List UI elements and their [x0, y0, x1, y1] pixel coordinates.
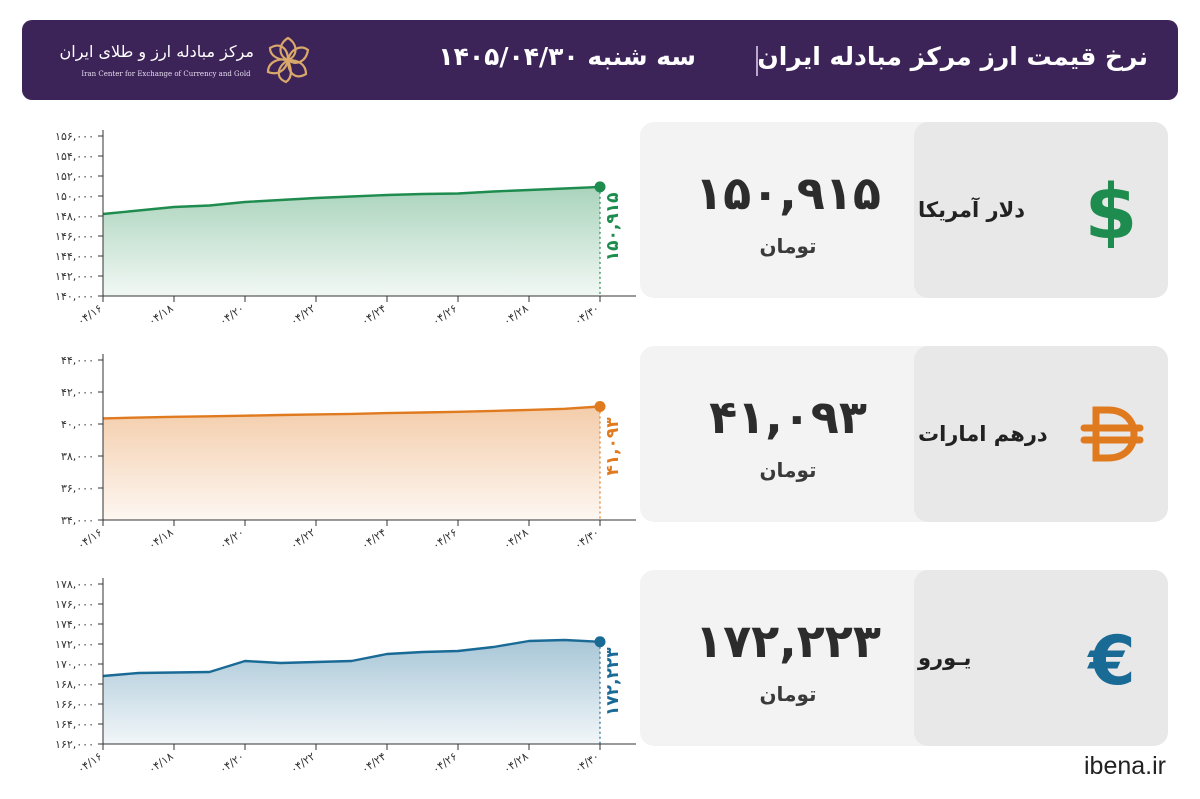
eur-name: یـورو [918, 646, 972, 670]
aed-y-tick-label: ۳۸,۰۰۰ [61, 450, 94, 463]
eur-y-tick-label: ۱۷۰,۰۰۰ [55, 658, 94, 671]
eur-y-tick-label: ۱۶۲,۰۰۰ [55, 738, 94, 751]
eur-x-tick-label: ۰۴/۲۶ [430, 750, 460, 776]
usd-value: ۱۵۰,۹۱۵ [695, 166, 881, 220]
eur-value: ۱۷۲,۲۲۳ [695, 614, 881, 668]
logo-english-text: Iran Center for Exchange of Currency and… [81, 70, 251, 78]
usd-card: $ دلار آمریکا ۱۵۰,۹۱۵ تومان [640, 122, 1168, 298]
usd-x-tick-label: ۰۴/۲۶ [430, 302, 460, 328]
usd-y-tick-label: ۱۵۲,۰۰۰ [55, 170, 94, 183]
header-separator [756, 46, 758, 76]
eur-x-tick-label: ۰۴/۱۸ [146, 750, 176, 776]
usd-y-tick-label: ۱۴۰,۰۰۰ [55, 290, 94, 303]
eur-card: € یـورو ۱۷۲,۲۲۳ تومان [640, 570, 1168, 746]
svg-text:$: $ [1085, 172, 1138, 248]
aed-y-tick-label: ۴۴,۰۰۰ [61, 354, 94, 367]
aed-x-tick-label: ۰۴/۳۰ [572, 526, 602, 552]
svg-text:€: € [1086, 622, 1135, 696]
eur-unit: تومان [759, 682, 817, 706]
eur-x-tick-label: ۰۴/۱۶ [75, 750, 105, 776]
eur-label-box [914, 570, 1168, 746]
usd-y-tick-label: ۱۴۲,۰۰۰ [55, 270, 94, 283]
usd-y-tick-label: ۱۵۴,۰۰۰ [55, 150, 94, 163]
eur-y-tick-label: ۱۷۲,۰۰۰ [55, 638, 94, 651]
usd-unit: تومان [759, 234, 817, 258]
aed-x-tick-label: ۰۴/۲۶ [430, 526, 460, 552]
aed-price-chart: ۳۴,۰۰۰ ۳۶,۰۰۰ ۳۸,۰۰۰ ۴۰,۰۰۰ ۴۲,۰۰۰ ۴۴,۰۰۰ ۰۴/۱… [61, 354, 636, 552]
aed-x-tick-label: ۰۴/۱۸ [146, 526, 176, 552]
usd-end-label: ۱۵۰,۹۱۵ [603, 192, 623, 261]
usd-price-chart: ۱۴۰,۰۰۰ ۱۴۲,۰۰۰ ۱۴۴,۰۰۰ ۱۴۶,۰۰۰ ۱۴۸,۰۰۰ ۱۵۰,۰… [55, 130, 636, 328]
usd-x-tick-label: ۰۴/۱۸ [146, 302, 176, 328]
eur-y-tick-label: ۱۷۶,۰۰۰ [55, 598, 94, 611]
aed-series-line [102, 405, 601, 420]
aed-y-tick-label: ۴۲,۰۰۰ [61, 386, 94, 399]
site-watermark: ibena.ir [1084, 752, 1166, 780]
euro-sign-icon: € [1086, 622, 1135, 696]
aed-end-label: ۴۱,۰۹۳ [603, 417, 623, 476]
logo-persian-text: مرکز مبادله ارز و طلای ایران [59, 42, 254, 61]
header-date: سه شنبه ۱۴۰۵/۰۴/۳۰ [438, 42, 696, 71]
usd-area-fill [103, 186, 600, 296]
aed-end-point [594, 401, 606, 413]
usd-x-tick-label: ۰۴/۲۲ [288, 302, 318, 328]
eur-y-tick-label: ۱۷۸,۰۰۰ [55, 578, 94, 591]
aed-x-tick-label: ۰۴/۲۴ [359, 526, 389, 552]
aed-name: درهم امارات [918, 422, 1048, 446]
eur-x-tick-label: ۰۴/۲۲ [288, 750, 318, 776]
usd-y-tick-label: ۱۴۶,۰۰۰ [55, 230, 94, 243]
page-title: نرخ قیمت ارز مرکز مبادله ایران [757, 42, 1148, 71]
eur-area-fill [103, 640, 600, 744]
aed-card: درهم امارات ۴۱,۰۹۳ تومان [640, 346, 1168, 522]
eur-y-tick-label: ۱۶۶,۰۰۰ [55, 698, 94, 711]
aed-area-fill [103, 406, 600, 520]
eur-y-tick-label: ۱۷۴,۰۰۰ [55, 618, 94, 631]
usd-series-line [102, 185, 601, 216]
aed-y-tick-label: ۴۰,۰۰۰ [61, 418, 94, 431]
eur-price-chart: ۱۶۲,۰۰۰ ۱۶۴,۰۰۰ ۱۶۶,۰۰۰ ۱۶۸,۰۰۰ ۱۷۰,۰۰۰ ۱۷۲,۰… [55, 578, 636, 776]
aed-label-box [914, 346, 1168, 522]
eur-y-tick-label: ۱۶۴,۰۰۰ [55, 718, 94, 731]
usd-x-tick-label: ۰۴/۳۰ [572, 302, 602, 328]
aed-x-tick-label: ۰۴/۱۶ [75, 526, 105, 552]
usd-y-tick-label: ۱۴۸,۰۰۰ [55, 210, 94, 223]
aed-value: ۴۱,۰۹۳ [709, 390, 867, 444]
exchange-center-logo-icon [266, 36, 310, 84]
usd-label-box [914, 122, 1168, 298]
usd-x-tick-label: ۰۴/۲۸ [501, 302, 531, 328]
usd-x-tick-label: ۰۴/۲۴ [359, 302, 389, 328]
header-bar: مرکز مبادله ارز و طلای ایران Iran Center… [22, 20, 1178, 100]
usd-end-point [594, 181, 606, 193]
usd-name: دلار آمریکا [918, 198, 1026, 222]
eur-series-line [102, 638, 601, 678]
eur-x-tick-label: ۰۴/۲۴ [359, 750, 389, 776]
dollar-sign-icon: $ [1085, 172, 1138, 248]
usd-y-tick-label: ۱۵۶,۰۰۰ [55, 130, 94, 143]
eur-x-tick-label: ۰۴/۳۰ [572, 750, 602, 776]
usd-x-tick-label: ۰۴/۱۶ [75, 302, 105, 328]
eur-x-tick-label: ۰۴/۲۸ [501, 750, 531, 776]
aed-y-tick-label: ۳۴,۰۰۰ [61, 514, 94, 527]
eur-end-label: ۱۷۲,۲۲۳ [603, 647, 623, 716]
aed-x-tick-label: ۰۴/۲۲ [288, 526, 318, 552]
eur-end-point [594, 636, 606, 648]
usd-y-tick-label: ۱۵۰,۰۰۰ [55, 190, 94, 203]
eur-y-tick-label: ۱۶۸,۰۰۰ [55, 678, 94, 691]
aed-x-tick-label: ۰۴/۲۰ [217, 526, 247, 552]
usd-y-tick-label: ۱۴۴,۰۰۰ [55, 250, 94, 263]
aed-unit: تومان [759, 458, 817, 482]
aed-y-tick-label: ۳۶,۰۰۰ [61, 482, 94, 495]
aed-x-tick-label: ۰۴/۲۸ [501, 526, 531, 552]
dirham-sign-icon [1080, 406, 1144, 462]
eur-x-tick-label: ۰۴/۲۰ [217, 750, 247, 776]
usd-x-tick-label: ۰۴/۲۰ [217, 302, 247, 328]
